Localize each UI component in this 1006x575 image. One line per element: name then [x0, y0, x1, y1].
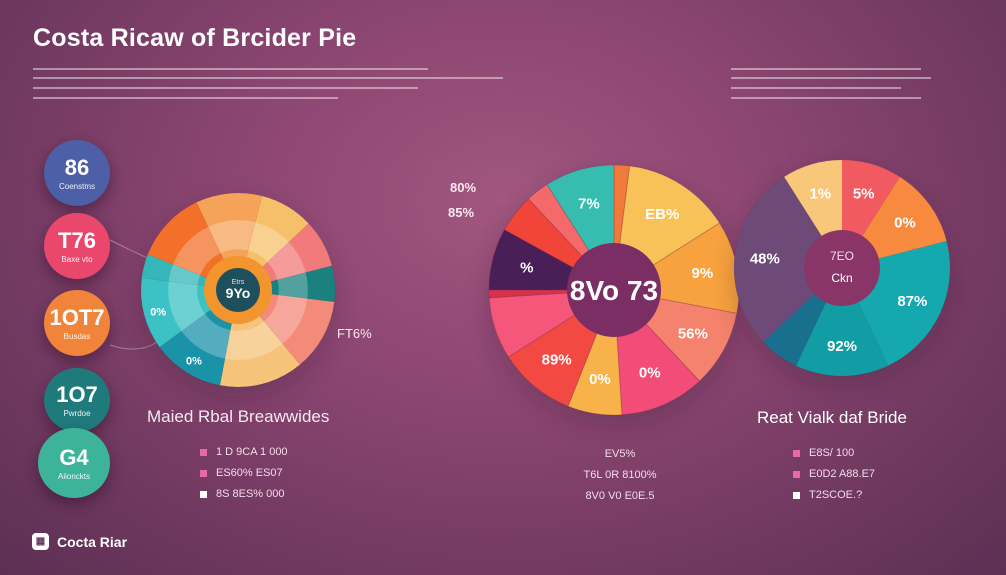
pie-inner-ring-slice [168, 281, 206, 332]
slice-label: 0% [186, 356, 202, 368]
connector-line [109, 339, 161, 350]
legend-text: E0D2 A88.E7 [809, 468, 876, 480]
page-title: Costa Ricaw of Brcider Pie [33, 24, 357, 52]
pie-inner-ring-slice [208, 220, 256, 254]
slice-label: 87% [897, 293, 927, 310]
slice-label: 0% [150, 307, 166, 319]
stat-value: T76 [58, 227, 96, 253]
legend-item: E8S/ 100 [793, 443, 875, 464]
slice-label: 89% [542, 351, 572, 368]
legend-item: 1 D 9CA 1 000 [200, 442, 288, 463]
stat-value: G4 [59, 444, 89, 470]
side-label-1: 80% [450, 180, 477, 195]
legend-swatch [793, 449, 800, 457]
logo-icon: ▦ [32, 533, 49, 550]
stat-circle-4: 1O7 Pwrdoe [44, 368, 110, 432]
logo-text: Cocta Riar [57, 533, 128, 550]
stat-label: Busdas [63, 331, 91, 341]
pie-slice [796, 268, 888, 376]
center-sublabel: 7EO [830, 249, 854, 263]
stat-circle-1: 86 Coenstms [44, 140, 110, 206]
pie-slice [734, 176, 842, 342]
right-chart-title: Reat Vialk daf Bride [757, 408, 907, 427]
pie-inner-ring-slice [173, 226, 221, 276]
pie-inner-ring-slice [277, 272, 308, 299]
legend-text: 8S 8ES% 000 [216, 488, 285, 500]
right-legend: E8S/ 100 E0D2 A88.E7 T2SCOE.? [793, 443, 875, 506]
side-label-2: 85% [448, 205, 475, 220]
left-legend: 1 D 9CA 1 000 ES60% ES07 8S 8ES% 000 [200, 442, 288, 505]
left-chart-title: Maied Rbal Breawwides [147, 407, 330, 426]
pie-slice [196, 193, 262, 290]
stat-label: Coenstms [58, 181, 95, 191]
stat-value: 86 [64, 154, 90, 180]
stat-value: 1O7 [56, 381, 98, 407]
pie-inner-ring-slice [267, 242, 306, 280]
center-circle [804, 230, 880, 306]
stat-label: Baxe vto [61, 254, 93, 264]
legend-text: E8S/ 100 [809, 447, 855, 459]
note-line: T6L 0R 8100% [583, 469, 657, 481]
center-circle [567, 243, 661, 337]
legend-item: ES60% ES07 [200, 463, 288, 484]
legend-swatch [200, 469, 207, 477]
legend-text: ES60% ES07 [216, 467, 283, 479]
stat-circle-3: 1OT7 Busdas [44, 290, 110, 356]
slice-label: 7% [578, 196, 600, 213]
slice-label: % [520, 260, 533, 277]
stat-circle-2: T76 Baxe vto [44, 213, 110, 279]
center-label: Ckn [831, 271, 852, 285]
slice-label: 56% [678, 325, 708, 342]
slice-label: EB% [645, 206, 679, 223]
pie-inner-ring-slice [248, 222, 289, 263]
pie-chart-2: EB% 9% 56% 0% 0% 89%% 7% 8Vo 73 [488, 164, 740, 416]
pie-inner-ring-slice [168, 264, 201, 285]
pie-inner-ring-slice [264, 295, 308, 344]
pie-inner-ring-slice [225, 321, 283, 360]
legend-text: T2SCOE.? [809, 489, 863, 501]
legend-item: 8S 8ES% 000 [200, 484, 288, 505]
center-label: 8Vo 73 [570, 275, 658, 306]
slice-label: 48% [750, 250, 780, 267]
slice-label: 0% [639, 365, 661, 382]
slice-label: 1% [809, 185, 831, 202]
legend-swatch [200, 490, 207, 498]
middle-notes: EV5% T6L 0R 8100% 8V0 V0 E0E.5 [560, 444, 680, 507]
slice-label: 0% [589, 371, 611, 388]
brand-logo: ▦ Cocta Riar [32, 533, 127, 550]
stat-value: 1OT7 [49, 304, 105, 330]
slice-label: 0% [894, 214, 916, 231]
center-circle [216, 268, 260, 312]
legend-swatch [793, 491, 800, 499]
legend-swatch [793, 470, 800, 478]
slice-label: 9% [692, 265, 714, 282]
pie-inner-ring-slice [181, 313, 231, 359]
slice-label: 92% [827, 338, 857, 355]
legend-item: T2SCOE.? [793, 485, 875, 506]
center-label: 9Yo [226, 285, 251, 301]
legend-swatch [200, 448, 207, 456]
pie-chart-3: 5% 0% 87% 92% 48% 1% 7EO Ckn [734, 160, 950, 376]
note-line: 8V0 V0 E0E.5 [585, 490, 655, 502]
stat-label: Pwrdoe [63, 408, 91, 418]
center-sublabel: Etrs [232, 279, 245, 286]
note-line: EV5% [604, 448, 636, 460]
legend-item: E0D2 A88.E7 [793, 464, 875, 485]
slice-label: 5% [853, 185, 875, 202]
legend-text: 1 D 9CA 1 000 [216, 446, 288, 458]
stat-circle-5: G4 Aiionckts [38, 428, 110, 498]
left-outside-label: FT6% [337, 326, 372, 341]
stat-label: Aiionckts [57, 471, 90, 481]
